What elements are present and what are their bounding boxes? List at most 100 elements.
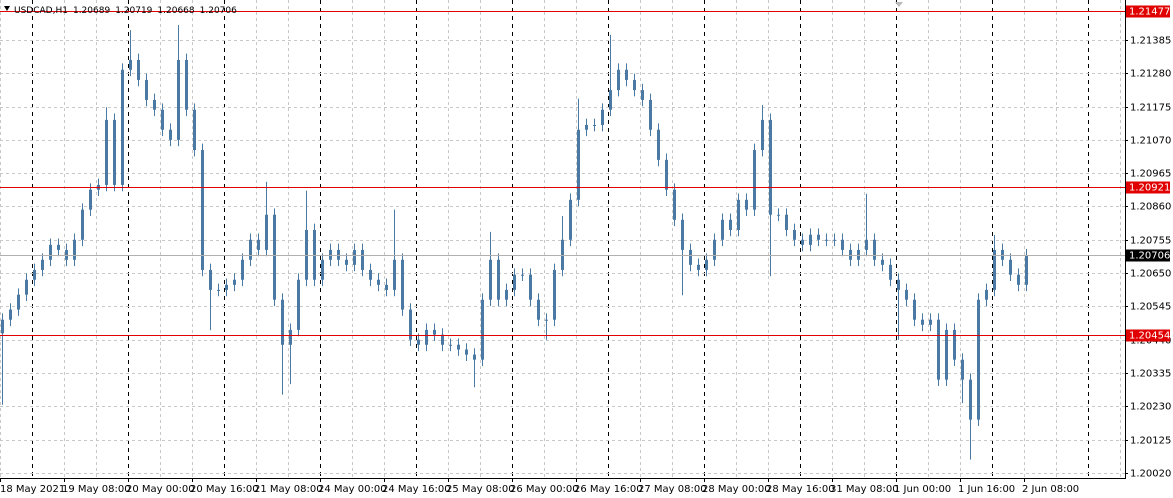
candle-body — [881, 259, 884, 265]
x-tick-label: 19 May 08:00 — [62, 484, 131, 495]
overlay — [0, 11, 1125, 336]
candle-body — [297, 279, 300, 330]
candle-body — [89, 189, 92, 210]
candle-body — [649, 99, 652, 130]
candle-body — [1, 319, 4, 334]
y-tick-label: 1.20335 — [1130, 369, 1171, 380]
candle-body — [313, 229, 316, 280]
candle-body — [857, 249, 860, 260]
candle-body — [993, 249, 996, 290]
shift-marker — [895, 2, 903, 7]
candle-body — [193, 109, 196, 151]
candle-body — [553, 269, 556, 320]
candle-body — [137, 59, 140, 80]
candle-body — [961, 359, 964, 380]
candle-body — [481, 299, 484, 360]
y-tick-label: 1.20860 — [1130, 202, 1171, 213]
candle-body — [673, 189, 676, 220]
ohlc-value: 1.20668 — [157, 6, 194, 16]
candle-body — [289, 329, 292, 345]
candle-body — [57, 244, 60, 250]
level-label-bg — [1126, 181, 1170, 194]
y-tick-label: 1.20125 — [1130, 436, 1171, 447]
candle-body — [625, 69, 628, 80]
candle-body — [609, 90, 612, 110]
candle-body — [721, 219, 724, 240]
y-tick-label: 1.20545 — [1130, 302, 1171, 313]
candle-body — [105, 119, 108, 185]
candle-body — [737, 199, 740, 230]
candle-body — [65, 249, 68, 260]
symbol: USDCAD,H1 — [14, 6, 68, 16]
candle-body — [361, 249, 364, 270]
candle-body — [657, 129, 660, 160]
candle-body — [257, 239, 260, 250]
x-tick-label: 24 May 00:00 — [318, 484, 387, 495]
candle-body — [617, 69, 620, 91]
candle-body — [1009, 259, 1012, 275]
candle-body — [337, 249, 340, 260]
candle-body — [697, 264, 700, 270]
candle-body — [217, 289, 220, 291]
candle-body — [985, 289, 988, 300]
candle-body — [561, 239, 564, 270]
x-tick-label: 24 May 16:00 — [382, 484, 451, 495]
candle-body — [385, 284, 388, 290]
candle-body — [441, 334, 444, 345]
candle-body — [513, 274, 516, 290]
y-tick-label: 1.20230 — [1130, 402, 1171, 413]
candle-body — [17, 294, 20, 310]
candle-body — [777, 214, 780, 216]
x-tick-label: 21 May 08:00 — [254, 484, 323, 495]
candle-body — [185, 59, 188, 110]
candle-body — [521, 274, 524, 276]
candle-body — [713, 239, 716, 260]
candle-body — [273, 214, 276, 300]
candle-body — [977, 299, 980, 420]
candle-body — [833, 239, 836, 241]
candle-body — [897, 279, 900, 290]
candle-body — [369, 269, 372, 280]
candle-body — [305, 229, 308, 280]
candle-body — [569, 199, 572, 240]
candle-body — [9, 309, 12, 320]
candle-body — [425, 329, 428, 345]
candle-body — [601, 109, 604, 125]
candle-body — [841, 239, 844, 250]
candle-body — [761, 119, 764, 151]
candle-body — [889, 264, 892, 280]
collapse-arrow[interactable] — [4, 6, 10, 11]
y-tick-label: 1.21175 — [1130, 103, 1171, 114]
candle-body — [505, 289, 508, 300]
level-label: 1.20454 — [1129, 331, 1170, 342]
candle-body — [545, 319, 548, 321]
y-tick-label: 1.20020 — [1130, 469, 1171, 480]
grid — [0, 0, 1128, 478]
candle-body — [25, 279, 28, 295]
candle-body — [681, 219, 684, 250]
candle-body — [81, 209, 84, 240]
candle-body — [1017, 274, 1020, 285]
candle-body — [177, 59, 180, 140]
x-tick-label: 28 May 00:00 — [702, 484, 771, 495]
candle-body — [945, 329, 948, 380]
candle-body — [929, 319, 932, 325]
candle-body — [489, 259, 492, 300]
candle-body — [529, 274, 532, 300]
last-price-bg — [1126, 249, 1170, 262]
candle-body — [873, 239, 876, 260]
candle-body — [849, 249, 852, 260]
candle-body — [241, 259, 244, 280]
ohlc-value: 1.20706 — [200, 6, 237, 16]
candle-body — [969, 379, 972, 420]
candle-body — [937, 319, 940, 380]
y-tick-label: 1.20755 — [1130, 236, 1171, 247]
candle-body — [921, 319, 924, 325]
level-label-bg — [1126, 329, 1170, 342]
candle-body — [641, 90, 644, 100]
candle-body — [225, 284, 228, 290]
candle-body — [345, 259, 348, 265]
candle-body — [689, 249, 692, 265]
y-tick-label: 1.20650 — [1130, 269, 1171, 280]
